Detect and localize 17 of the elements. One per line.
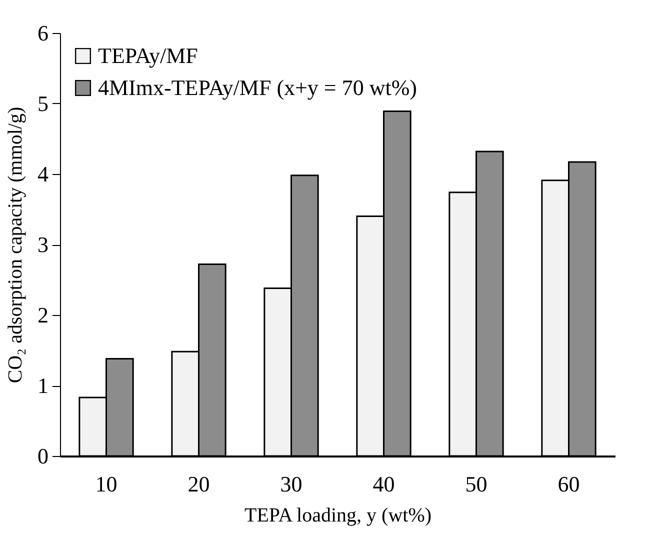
y-tick-label: 5 bbox=[38, 91, 48, 116]
y-tick-label: 1 bbox=[38, 373, 48, 398]
y-axis-title: CO₂ adsorption capacity (mmol/g) bbox=[4, 106, 26, 384]
y-tick-label: 3 bbox=[38, 232, 48, 257]
x-tick-label: 40 bbox=[372, 472, 395, 496]
x-axis-title: TEPA loading, y (wt%) bbox=[244, 504, 432, 526]
x-tick-label: 20 bbox=[188, 472, 210, 496]
y-tick-label: 0 bbox=[38, 444, 48, 468]
x-tick-label: 10 bbox=[95, 472, 118, 496]
x-tick-label: 50 bbox=[465, 472, 488, 496]
y-tick-label: 6 bbox=[38, 20, 48, 46]
legend-label: TEPAy/MF bbox=[98, 43, 198, 68]
x-tick-label: 30 bbox=[280, 472, 302, 496]
legend-label: 4MImx-TEPAy/MF (x+y = 70 wt%) bbox=[98, 75, 417, 100]
y-tick-label: 2 bbox=[38, 302, 48, 328]
y-tick-label: 4 bbox=[38, 162, 48, 186]
x-tick-label: 60 bbox=[558, 472, 580, 496]
